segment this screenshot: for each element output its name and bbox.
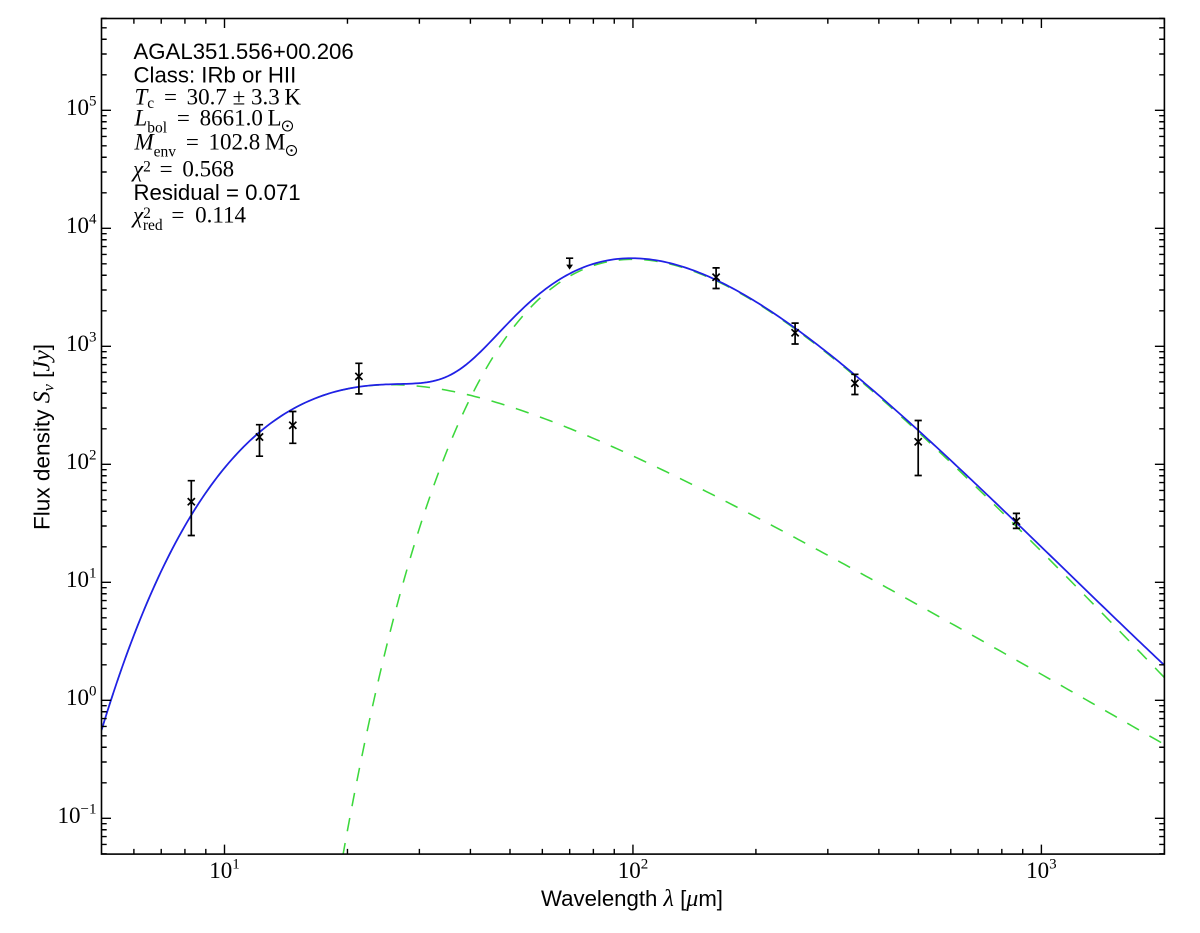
svg-text:Flux density Sν [Jy]: Flux density Sν [Jy] bbox=[30, 344, 58, 530]
svg-text:Tc = 30.7 ± 3.3 K: Tc = 30.7 ± 3.3 K bbox=[135, 84, 302, 112]
svg-text:Class: IRb or HII: Class: IRb or HII bbox=[134, 63, 297, 88]
svg-text:Lbol = 8661.0 L: Lbol = 8661.0 L bbox=[134, 106, 282, 137]
svg-text:AGAL351.556+00.206: AGAL351.556+00.206 bbox=[134, 39, 354, 64]
svg-text:χ2 = 0.568: χ2 = 0.568 bbox=[131, 156, 234, 181]
svg-text:Residual = 0.071: Residual = 0.071 bbox=[134, 180, 301, 205]
svg-text:Wavelength λ [μm]: Wavelength λ [μm] bbox=[541, 886, 723, 912]
svg-text:Menv = 102.8 M: Menv = 102.8 M bbox=[134, 129, 286, 160]
